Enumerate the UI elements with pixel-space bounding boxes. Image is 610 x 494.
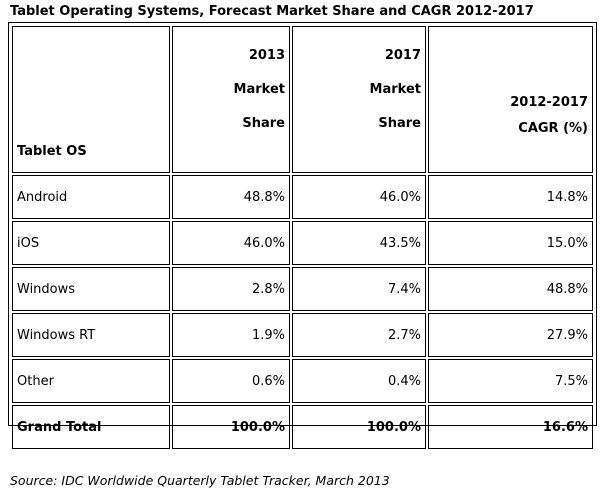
total-share-2013: 100.0% — [172, 405, 290, 449]
share-2013: 1.9% — [172, 313, 290, 357]
cagr-value: 48.8% — [428, 267, 593, 311]
header-2017-share: Share — [378, 116, 421, 131]
share-2013: 2.8% — [172, 267, 290, 311]
total-cagr: 16.6% — [428, 405, 593, 449]
cagr-value: 7.5% — [428, 359, 593, 403]
table-row: Windows 2.8% 7.4% 48.8% — [12, 267, 593, 311]
grand-total-row: Grand Total 100.0% 100.0% 16.6% — [12, 405, 593, 449]
os-name: Windows RT — [12, 313, 170, 357]
header-cagr-period: 2012-2017 — [510, 95, 588, 110]
table-row: Windows RT 1.9% 2.7% 27.9% — [12, 313, 593, 357]
header-2013-market: Market — [233, 82, 285, 97]
table-header-row: Tablet OS 2013 Market Share 2017 Market … — [12, 26, 593, 173]
cagr-value: 15.0% — [428, 221, 593, 265]
header-2017-market-share: 2017 Market Share — [292, 26, 426, 173]
total-share-2017: 100.0% — [292, 405, 426, 449]
header-2013-year: 2013 — [248, 48, 285, 63]
header-cagr: 2012-2017 CAGR (%) — [428, 26, 593, 173]
data-table-frame: Tablet OS 2013 Market Share 2017 Market … — [8, 22, 597, 449]
share-2017: 2.7% — [292, 313, 426, 357]
share-2013: 48.8% — [172, 175, 290, 219]
os-name: iOS — [12, 221, 170, 265]
table-row: Android 48.8% 46.0% 14.8% — [12, 175, 593, 219]
os-name: Windows — [12, 267, 170, 311]
data-table: Tablet OS 2013 Market Share 2017 Market … — [10, 24, 595, 451]
cagr-value: 27.9% — [428, 313, 593, 357]
share-2017: 7.4% — [292, 267, 426, 311]
share-2017: 46.0% — [292, 175, 426, 219]
table-title: Tablet Operating Systems, Forecast Marke… — [10, 4, 534, 19]
header-2017-year: 2017 — [384, 48, 421, 63]
os-name: Other — [12, 359, 170, 403]
share-2013: 46.0% — [172, 221, 290, 265]
header-cagr-label: CAGR (%) — [518, 121, 588, 136]
source-note: Source: IDC Worldwide Quarterly Tablet T… — [10, 473, 390, 488]
share-2013: 0.6% — [172, 359, 290, 403]
share-2017: 0.4% — [292, 359, 426, 403]
table-row: Other 0.6% 0.4% 7.5% — [12, 359, 593, 403]
table-row: iOS 46.0% 43.5% 15.0% — [12, 221, 593, 265]
share-2017: 43.5% — [292, 221, 426, 265]
header-2017-market: Market — [369, 82, 421, 97]
cagr-value: 14.8% — [428, 175, 593, 219]
header-2013-share: Share — [242, 116, 285, 131]
grand-total-label: Grand Total — [12, 405, 170, 449]
header-tablet-os: Tablet OS — [12, 26, 170, 173]
os-name: Android — [12, 175, 170, 219]
header-2013-market-share: 2013 Market Share — [172, 26, 290, 173]
